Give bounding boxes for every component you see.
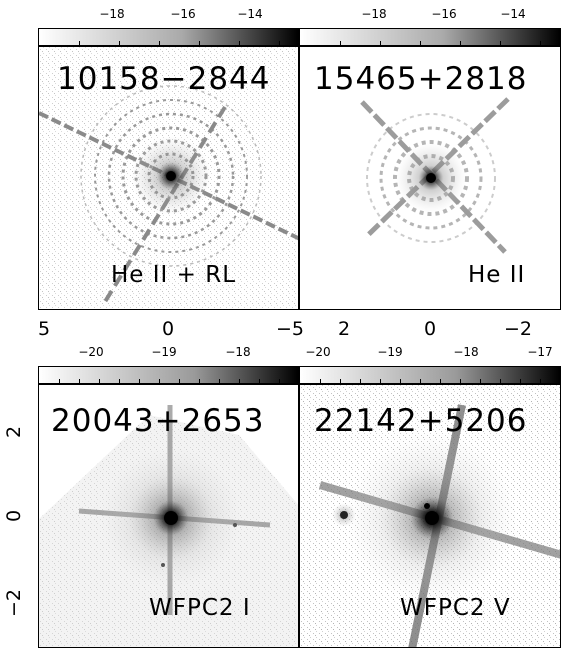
colorbar-tick-label: −18	[453, 345, 479, 359]
filter-label: He II	[468, 262, 526, 288]
colorbar-panel-2	[299, 28, 561, 46]
y-tick-label: −2	[3, 588, 25, 618]
x-tick-label: 2	[337, 318, 351, 340]
colorbar-tick-label: −14	[500, 7, 526, 21]
psf-image-20043	[39, 405, 298, 647]
object-id-label: 10158−2844	[57, 61, 271, 97]
x-tick-label: 5	[37, 318, 51, 340]
image-panel-15465: 15465+2818 He II	[299, 46, 561, 310]
colorbar-tick-label: −17	[527, 345, 553, 359]
colorbar-tick-label: −18	[99, 7, 125, 21]
y-tick-label: 0	[3, 509, 25, 523]
colorbar-panel-1	[38, 28, 299, 46]
psf-image-15465	[360, 97, 510, 254]
psf-image-10158	[39, 47, 298, 309]
object-id-label: 22142+5206	[314, 403, 528, 439]
filter-label: WFPC2 I	[149, 595, 251, 621]
filter-label: He II + RL	[111, 262, 237, 288]
colorbar-tick-label: −20	[78, 345, 104, 359]
image-panel-22142: 22142+5206 WFPC2 V	[299, 384, 561, 648]
image-panel-20043: 20043+2653 WFPC2 I	[38, 384, 299, 648]
x-tick-label: −5	[275, 318, 305, 340]
object-id-label: 15465+2818	[314, 61, 528, 97]
colorbar-tick-label: −19	[151, 345, 177, 359]
colorbar-tick-label: −16	[170, 7, 196, 21]
colorbar-tick-label: −18	[361, 7, 387, 21]
x-tick-label: 0	[423, 318, 437, 340]
object-id-label: 20043+2653	[51, 403, 265, 439]
colorbar-panel-4	[299, 366, 561, 384]
colorbar-panel-3	[38, 366, 299, 384]
colorbar-tick-label: −20	[305, 345, 331, 359]
y-tick-label: 2	[3, 425, 25, 439]
x-tick-label: 0	[161, 318, 175, 340]
colorbar-tick-label: −16	[431, 7, 457, 21]
image-panel-10158: 10158−2844 He II + RL	[38, 46, 299, 310]
psf-image-22142	[300, 385, 560, 647]
x-tick-label: −2	[503, 318, 533, 340]
colorbar-tick-label: −19	[377, 345, 403, 359]
colorbar-tick-label: −18	[225, 345, 251, 359]
colorbar-tick-label: −14	[237, 7, 263, 21]
filter-label: WFPC2 V	[400, 595, 511, 621]
